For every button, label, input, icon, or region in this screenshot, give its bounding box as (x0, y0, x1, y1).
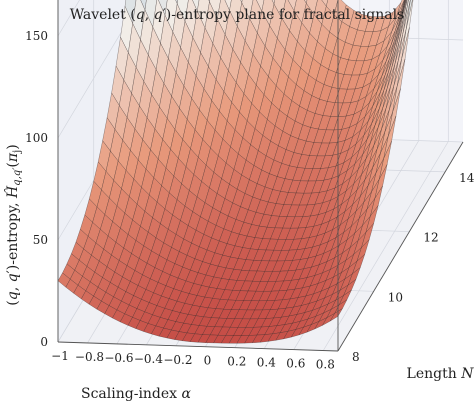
z-grid-left (57, 0, 80, 37)
z-axis-label: (q, q′)-entropy, Ĥq,q′(πj) (3, 144, 23, 305)
z-grid-left (57, 0, 141, 139)
x-tick-label: −0.8 (75, 350, 104, 364)
tick-labels: −1 −0.8 −0.6 −0.4 −0.2 0 0.2 0.4 0.6 0.8 8 10 12 14 0 5… (25, 29, 474, 372)
surface-mesh (57, 0, 414, 344)
bounding-box (57, 0, 464, 352)
surface-patch (330, 308, 343, 322)
x-tick-label: −0.6 (104, 351, 133, 365)
x-tick-label: −0.2 (163, 353, 192, 367)
box-edge (337, 141, 464, 352)
z-tick-label: 150 (25, 29, 48, 43)
z-tick-label: 0 (40, 335, 48, 349)
x-tick-label: −0.4 (134, 352, 164, 366)
z-tick-label: 50 (33, 233, 48, 247)
y-tick-label: 14 (459, 171, 474, 185)
y-tick-label: 12 (423, 231, 438, 245)
y-axis-label: Length N (407, 366, 474, 382)
z-tick-label: 100 (25, 131, 48, 145)
x-axis-label: Scaling-index α (81, 386, 192, 402)
x-tick-label: 0.6 (286, 357, 305, 371)
y-tick-label: 8 (352, 350, 360, 364)
x-tick-label: 0.4 (257, 356, 276, 370)
x-tick-label: 0.2 (227, 355, 246, 369)
x-grid-floor (322, 141, 449, 351)
y-tick-label: 10 (388, 290, 403, 304)
chart-title: Wavelet (q, q′)-entropy plane for fracta… (70, 7, 405, 23)
box-edge (57, 341, 339, 352)
x-tick-label: 0.8 (316, 358, 335, 372)
x-tick-label: −1 (51, 349, 69, 363)
x-tick-label: 0 (204, 354, 212, 368)
